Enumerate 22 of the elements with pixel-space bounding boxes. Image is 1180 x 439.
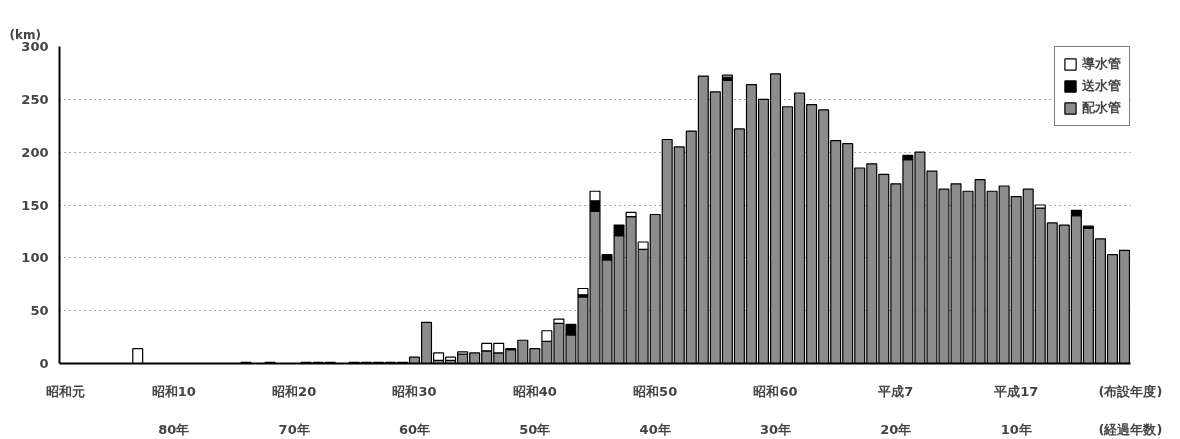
category-label: 昭和50 40年	[633, 383, 678, 437]
category-label: 昭和40 50年	[512, 383, 557, 437]
y-tick-label: 200	[21, 144, 49, 160]
y-tick-label: 50	[30, 303, 49, 319]
y-axis-title: (km)	[9, 27, 41, 42]
legend-label: 導水管	[1082, 55, 1121, 73]
y-tick-label: 250	[21, 91, 49, 107]
y-tick-label: 150	[21, 197, 49, 213]
y-tick-label: 0	[39, 356, 49, 371]
x-axis-title: (布設年度)	[1098, 383, 1163, 399]
legend-label: 送水管	[1082, 77, 1121, 95]
text: (経過年数)	[1098, 421, 1163, 437]
x-tick-label: 昭和元	[46, 383, 86, 399]
category-label: 昭和20 70年	[272, 383, 317, 437]
category-label: 平成7 20年	[878, 383, 914, 437]
y-tick-label: 100	[21, 250, 49, 266]
y-tick-label: 300	[21, 39, 49, 54]
legend-label: 配水管	[1082, 99, 1121, 117]
category-label: 昭和30 60年	[392, 383, 437, 437]
category-label: 昭和10 80年	[151, 383, 196, 437]
category-label: 平成17 10年	[994, 383, 1039, 437]
category-label: 昭和60 30年	[753, 383, 798, 437]
